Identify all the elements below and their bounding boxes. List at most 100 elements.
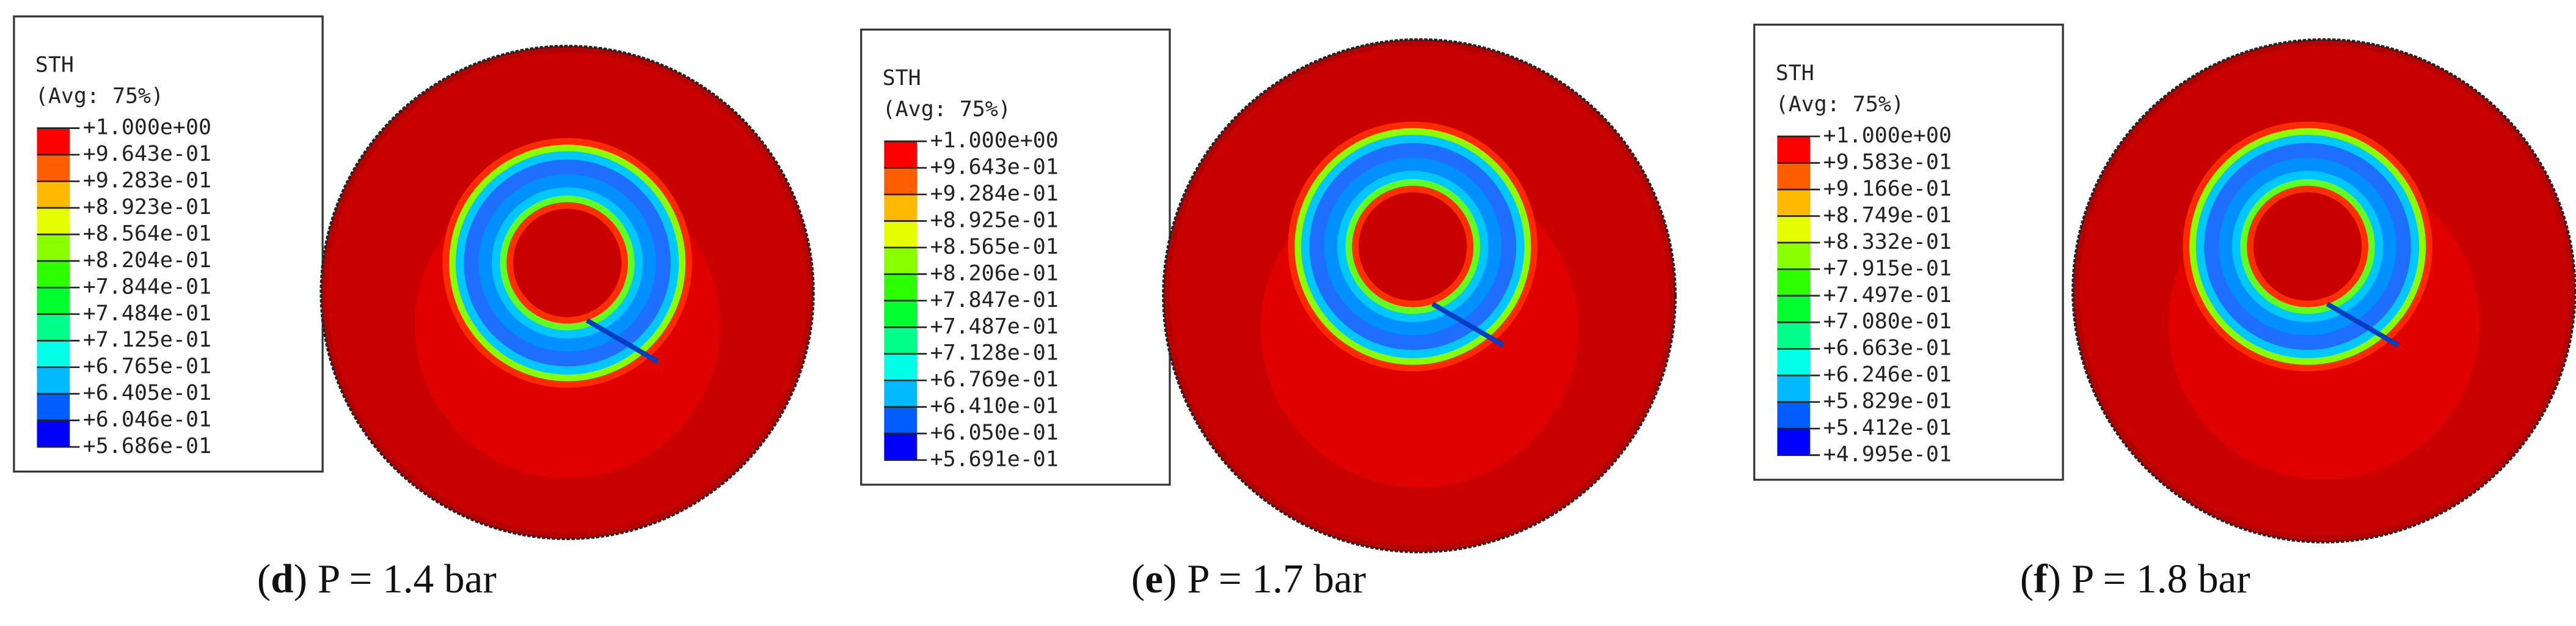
- legend-swatch: [1777, 269, 1811, 296]
- legend-swatch: [884, 353, 918, 381]
- caption: (e) P = 1.7 bar: [1131, 556, 1366, 602]
- legend-swatch: [884, 380, 918, 407]
- legend-swatch: [1777, 216, 1811, 243]
- legend-label: +7.844e-01: [83, 274, 211, 299]
- legend-label: +1.000e+00: [930, 128, 1059, 153]
- legend-swatch: [37, 234, 70, 261]
- legend-label: +6.663e-01: [1823, 336, 1952, 361]
- legend-swatch: [1777, 163, 1811, 190]
- legend-label: +6.246e-01: [1823, 363, 1952, 387]
- legend-label: +1.000e+00: [83, 116, 211, 140]
- legend-swatch: [37, 128, 70, 155]
- legend-label: +6.769e-01: [930, 367, 1059, 392]
- legend-subtitle: (Avg: 75%): [1776, 92, 1904, 117]
- caption: (d) P = 1.4 bar: [257, 556, 497, 602]
- caption-part: (: [2020, 556, 2034, 602]
- crack: [585, 318, 659, 364]
- legend-swatch: [884, 247, 918, 274]
- caption-part: ) P = 1.8 bar: [2048, 556, 2250, 602]
- legend-swatch: [1777, 402, 1811, 429]
- crack: [1431, 301, 1505, 347]
- contour-ring: [513, 208, 622, 317]
- legend-label: +8.749e-01: [1823, 203, 1952, 227]
- legend-swatch: [884, 221, 918, 248]
- legend-swatch: [884, 300, 918, 328]
- caption-part: ) P = 1.4 bar: [294, 556, 497, 602]
- caption-part: e: [1145, 556, 1163, 602]
- legend-swatch: [37, 394, 70, 421]
- legend-label: +6.765e-01: [83, 355, 211, 379]
- legend-label: +7.484e-01: [83, 301, 211, 326]
- legend-title: STH: [883, 66, 921, 90]
- contour-ring: [1359, 192, 1467, 301]
- legend-label: +8.332e-01: [1823, 230, 1952, 254]
- legend-label: +9.583e-01: [1823, 150, 1952, 175]
- legend-label: +9.166e-01: [1823, 177, 1952, 201]
- legend-label: +5.829e-01: [1823, 389, 1952, 414]
- legend-label: +6.405e-01: [83, 381, 211, 405]
- legend-label: +8.565e-01: [930, 235, 1059, 259]
- legend-label: +7.847e-01: [930, 288, 1059, 312]
- legend-swatch: [884, 141, 918, 168]
- legend-swatch: [37, 207, 70, 235]
- panel: STH (Avg: 75%) +1.000e+00+9.643e-01 +9.283e…: [13, 15, 815, 602]
- legend-swatch: [1777, 242, 1811, 270]
- legend-label: +8.925e-01: [930, 208, 1059, 232]
- legend-swatch: [37, 367, 70, 394]
- caption-part: ) P = 1.7 bar: [1163, 556, 1366, 602]
- caption-part: (: [257, 556, 271, 602]
- legend-label: +8.204e-01: [83, 248, 211, 273]
- legend-swatch: [37, 287, 70, 314]
- legend-label: +5.686e-01: [83, 434, 211, 458]
- legend-swatch: [37, 181, 70, 208]
- legend-swatch: [884, 168, 918, 195]
- legend-label: +9.284e-01: [930, 182, 1059, 206]
- caption-part: (: [1131, 556, 1145, 602]
- legend-swatch: [37, 341, 70, 367]
- legend-swatch: [37, 260, 70, 288]
- legend-label: +9.643e-01: [930, 155, 1059, 180]
- legend-label: +4.995e-01: [1823, 442, 1952, 466]
- caption: (f) P = 1.8 bar: [2020, 556, 2250, 602]
- legend-label: +7.497e-01: [1823, 283, 1952, 307]
- legend-swatch: [1777, 295, 1811, 323]
- legend-swatch: [884, 274, 918, 301]
- legend-swatch: [884, 327, 918, 354]
- panel: STH (Avg: 75%) +1.000e+00+9.643e-01+9.284e…: [860, 28, 1677, 602]
- legend-swatch: [37, 420, 70, 447]
- legend-subtitle: (Avg: 75%): [883, 97, 1011, 122]
- caption-part: f: [2034, 556, 2048, 602]
- legend-swatch: [1777, 375, 1811, 402]
- legend-label: +7.125e-01: [83, 328, 211, 352]
- legend-label: +5.691e-01: [930, 447, 1059, 472]
- caption-part: d: [271, 556, 293, 602]
- legend-swatch: [884, 433, 918, 460]
- legend-label: +6.050e-01: [930, 421, 1059, 445]
- legend-label: +6.046e-01: [83, 408, 211, 432]
- legend-swatch: [884, 194, 918, 221]
- legend-label: +8.564e-01: [83, 221, 211, 246]
- legend-title: STH: [35, 53, 74, 78]
- legend-subtitle: (Avg: 75%): [35, 84, 164, 109]
- legend-label: +8.923e-01: [83, 195, 211, 219]
- panel: STH (Avg: 75%) +1.000e+00+9.583e-01+9.166e…: [1753, 23, 2576, 602]
- legend-swatch: [884, 407, 918, 434]
- legend-swatch: [37, 155, 70, 182]
- legend-label: +7.080e-01: [1823, 309, 1952, 334]
- legend-label: +8.206e-01: [930, 261, 1059, 285]
- legend-label: +7.128e-01: [930, 341, 1059, 366]
- legend-label: +1.000e+00: [1823, 123, 1952, 148]
- legend-swatch: [1777, 348, 1811, 376]
- legend-title: STH: [1776, 61, 1814, 86]
- legend-swatch: [1777, 136, 1811, 163]
- legend-swatch: [1777, 189, 1811, 216]
- legend-label: +7.487e-01: [930, 314, 1059, 339]
- legend-label: +9.643e-01: [83, 142, 211, 166]
- legend-label: +7.915e-01: [1823, 256, 1952, 281]
- legend-swatch: [37, 314, 70, 341]
- legend-swatch: [1777, 429, 1811, 455]
- contour-ring: [2253, 192, 2362, 301]
- legend-label: +6.410e-01: [930, 394, 1059, 419]
- crack: [2326, 301, 2399, 347]
